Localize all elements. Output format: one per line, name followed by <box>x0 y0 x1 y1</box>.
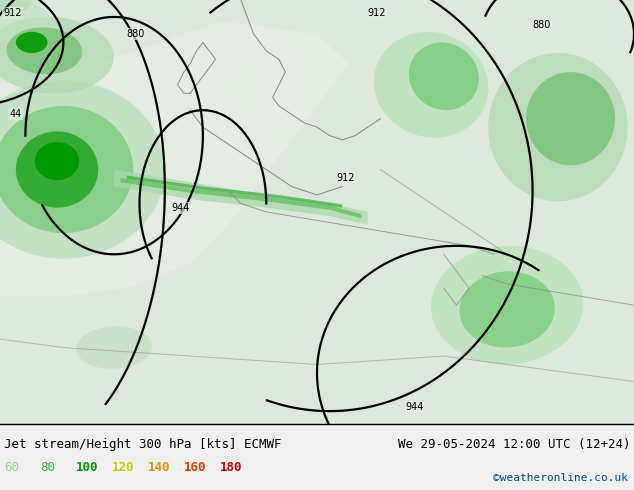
Ellipse shape <box>460 271 555 347</box>
Text: 880: 880 <box>127 29 145 39</box>
Text: Jet stream/Height 300 hPa [kts] ECMWF: Jet stream/Height 300 hPa [kts] ECMWF <box>4 438 281 451</box>
FancyBboxPatch shape <box>0 0 634 424</box>
Ellipse shape <box>16 131 98 208</box>
Ellipse shape <box>16 32 48 53</box>
Polygon shape <box>120 178 361 218</box>
Polygon shape <box>114 170 368 224</box>
Ellipse shape <box>0 80 165 259</box>
Text: 44: 44 <box>10 109 22 120</box>
Text: 160: 160 <box>184 462 207 474</box>
Text: 944: 944 <box>171 203 190 213</box>
Ellipse shape <box>526 72 615 165</box>
Text: 80: 80 <box>40 462 55 474</box>
Text: 100: 100 <box>76 462 98 474</box>
Ellipse shape <box>0 0 32 17</box>
Ellipse shape <box>374 32 488 138</box>
Text: 120: 120 <box>112 462 134 474</box>
Text: 880: 880 <box>533 21 551 30</box>
Text: ©weatheronline.co.uk: ©weatheronline.co.uk <box>493 473 628 483</box>
Ellipse shape <box>76 326 152 369</box>
Text: 140: 140 <box>148 462 171 474</box>
Polygon shape <box>0 21 349 297</box>
Ellipse shape <box>35 142 79 180</box>
Text: 912: 912 <box>3 8 22 18</box>
Ellipse shape <box>0 17 113 94</box>
Ellipse shape <box>409 43 479 110</box>
Text: 912: 912 <box>368 8 386 18</box>
Text: We 29-05-2024 12:00 UTC (12+24): We 29-05-2024 12:00 UTC (12+24) <box>398 438 630 451</box>
Ellipse shape <box>6 27 82 74</box>
Ellipse shape <box>0 0 51 43</box>
Text: 944: 944 <box>406 402 424 412</box>
Text: 180: 180 <box>220 462 242 474</box>
Text: 912: 912 <box>336 173 354 183</box>
Ellipse shape <box>0 106 133 233</box>
Text: 60: 60 <box>4 462 19 474</box>
Ellipse shape <box>431 246 583 365</box>
Polygon shape <box>127 175 342 208</box>
Ellipse shape <box>488 53 628 201</box>
